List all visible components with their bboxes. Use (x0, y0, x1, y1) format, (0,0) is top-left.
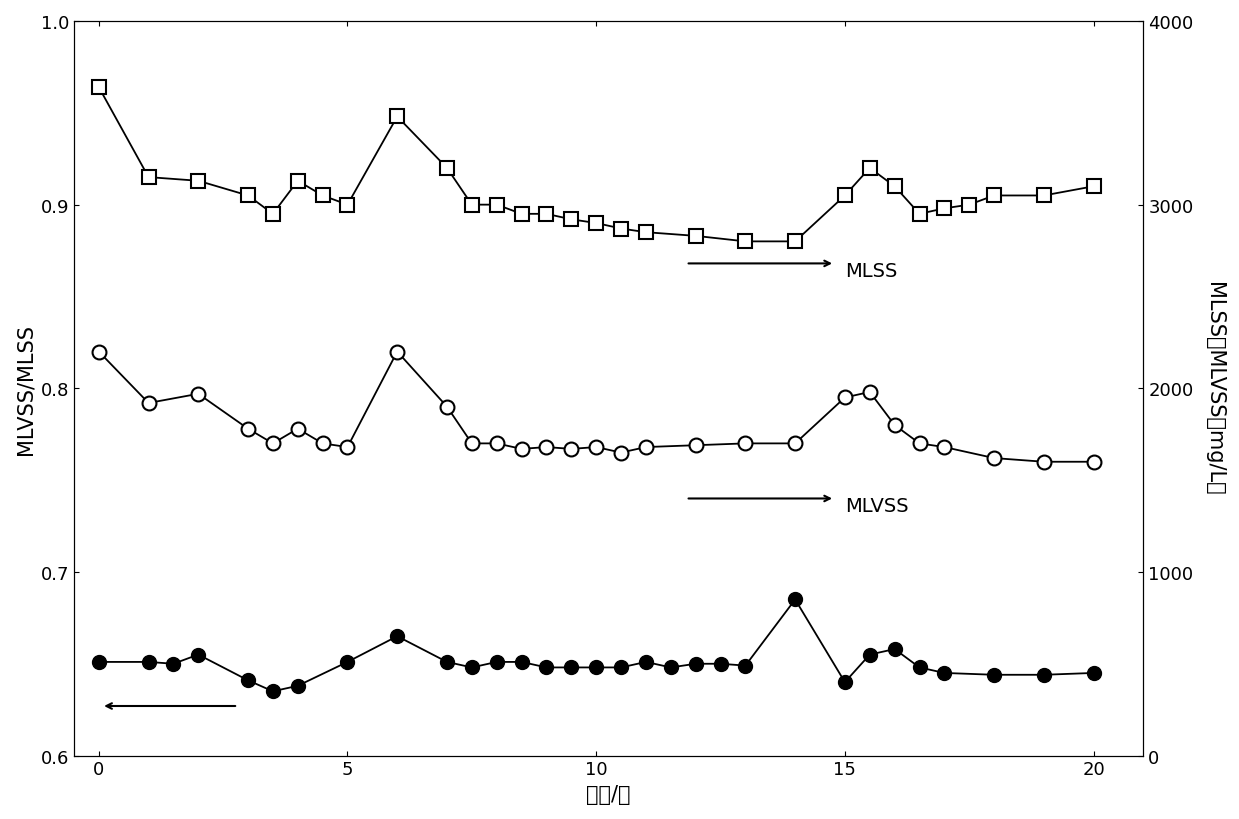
Text: MLSS: MLSS (845, 262, 897, 281)
Y-axis label: MLSS或MLVSS（mg/L）: MLSS或MLVSS（mg/L） (1204, 282, 1224, 495)
X-axis label: 时间/天: 时间/天 (586, 784, 631, 804)
Y-axis label: MLVSS/MLSS: MLVSS/MLSS (15, 324, 35, 455)
Text: MLVSS: MLVSS (845, 497, 908, 516)
